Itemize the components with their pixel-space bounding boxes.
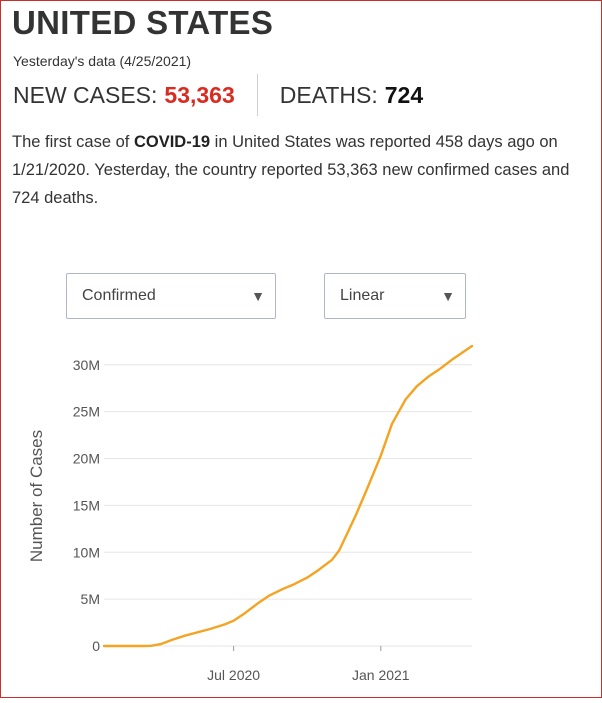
y-tick-label: 30M [73, 357, 100, 373]
y-axis-label: Number of Cases [27, 430, 46, 562]
summary-bold-covid: COVID-19 [133, 133, 211, 151]
y-tick-label: 5M [81, 591, 100, 607]
country-title: UNITED STATES [12, 4, 274, 41]
metric-select[interactable]: Confirmed ▼ [66, 273, 276, 319]
cases-chart: 0 5M 10M 15M 20M 25M 30M Jul 2020 Jan 2021 Number… [0, 330, 602, 703]
y-tick-label: 20M [73, 451, 100, 467]
data-date-subtitle: Yesterday's data (4/25/2021) [13, 53, 192, 69]
dropdown-arrow-icon: ▼ [441, 288, 455, 304]
confirmed-cases-line [102, 344, 474, 648]
y-tick-label: 15M [73, 497, 100, 513]
new-cases-value: 53,363 [164, 81, 235, 108]
stats-row: NEW CASES: 53,363 DEATHS: 724 [13, 74, 583, 116]
y-tick-label: 25M [73, 404, 100, 420]
metric-select-value: Confirmed [82, 287, 156, 304]
y-tick-label: 0 [92, 638, 100, 654]
x-tick-label: Jul 2020 [207, 667, 260, 683]
y-tick-label: 10M [73, 544, 100, 560]
new-cases-label: NEW CASES: [13, 81, 158, 108]
deaths-label: DEATHS: [279, 81, 378, 108]
new-cases-stat: NEW CASES: 53,363 [13, 82, 235, 109]
scale-select[interactable]: Linear ▼ [324, 273, 466, 319]
summary-paragraph: The first case of COVID-19 in United Sta… [12, 128, 597, 212]
deaths-stat: DEATHS: 724 [280, 82, 423, 109]
summary-text-1: The first case of [12, 133, 134, 151]
summary-text-2: in United States was reported 458 days a… [12, 133, 570, 207]
dropdown-arrow-icon: ▼ [251, 288, 265, 304]
x-tick-label: Jan 2021 [352, 667, 410, 683]
cases-line-chart: 0 5M 10M 15M 20M 25M 30M Jul 2020 Jan 2021 Number… [27, 344, 474, 683]
deaths-value: 724 [384, 81, 424, 108]
scale-select-value: Linear [340, 287, 385, 304]
stats-divider [256, 74, 258, 116]
